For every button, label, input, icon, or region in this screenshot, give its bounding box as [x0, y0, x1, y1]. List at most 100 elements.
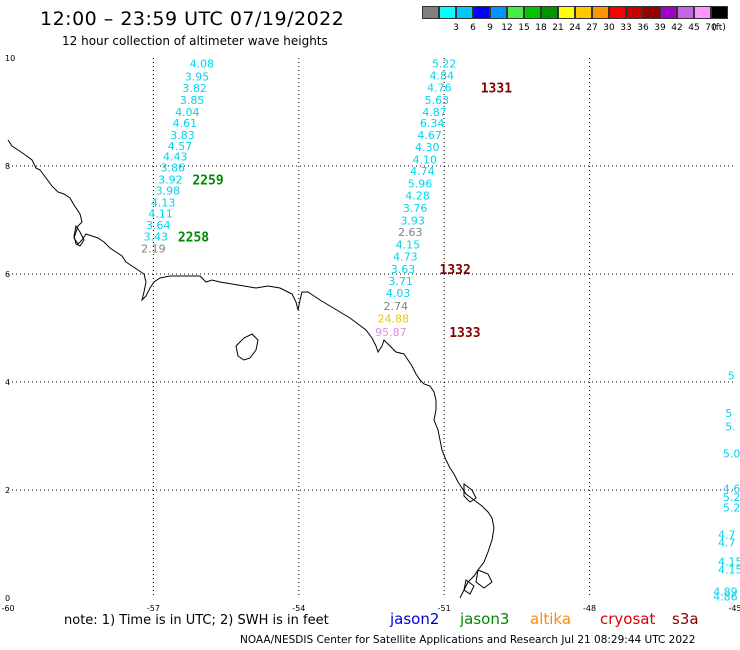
legend-swatch: [524, 6, 541, 19]
wave-height-label: 4.73: [393, 251, 418, 264]
edge-track-labels: 555.5.04.65.25.24.74.74.154.154.894.86: [713, 369, 740, 603]
edge-wave-height-label: 4.6: [723, 483, 740, 496]
lat-tick-label: 6: [5, 270, 10, 279]
lon-tick-label: -48: [583, 604, 596, 613]
pass-time-label: 1331: [481, 81, 512, 96]
map-title: 12:00 – 23:59 UTC 07/19/2022: [40, 8, 345, 30]
island-amazon-3: [463, 579, 475, 595]
wave-height-label: 3.64: [146, 219, 171, 232]
legend-swatch-label: 42: [671, 23, 683, 33]
legend-swatch-label: 6: [470, 23, 476, 33]
wave-height-label: 3.92: [158, 173, 183, 186]
satellite-legend-entry: jason2: [390, 610, 440, 628]
legend-swatch: [456, 6, 473, 19]
satellite-legend-entry: jason3: [460, 610, 510, 628]
wave-height-label: 4.57: [168, 140, 193, 153]
island-amazon-1: [463, 483, 477, 503]
legend-swatch: [473, 6, 490, 19]
legend-swatch: [660, 6, 677, 19]
legend-swatch: [694, 6, 711, 19]
satellite-legend-entry: cryosat: [600, 610, 656, 628]
lat-tick-label: 2: [5, 486, 10, 495]
legend-swatch-label: 33: [620, 23, 632, 33]
legend-swatch: [558, 6, 575, 19]
edge-wave-height-label: 4.7: [718, 529, 736, 542]
wave-height-label: 4.08: [190, 58, 215, 71]
legend-swatch: [677, 6, 694, 19]
lon-tick-label: -54: [292, 604, 305, 613]
wave-height-label: 4.84: [430, 70, 455, 83]
wave-height-label: 3.85: [180, 94, 205, 107]
credit-line: NOAA/NESDIS Center for Satellite Applica…: [240, 634, 696, 646]
footer-note: note: 1) Time is in UTC; 2) SWH is in fe…: [64, 613, 329, 628]
wave-height-label: 3.83: [170, 129, 195, 142]
lon-tick-label: -45: [728, 604, 740, 613]
altimeter-tracks: 4.083.953.823.854.044.613.834.574.433.86…: [141, 58, 456, 339]
wave-height-label: 4.43: [163, 151, 188, 164]
legend-swatch: [711, 6, 728, 19]
graticule: -60 -57 -54 -51 -48 -45 0 2 4 6 8 10: [1, 54, 740, 613]
wave-height-label: 4.67: [417, 129, 442, 142]
wave-height-label: 4.13: [151, 197, 176, 210]
edge-wave-height-label: 4.15: [718, 564, 740, 577]
satellite-legend-entry: altika: [530, 610, 572, 628]
legend-swatch: [507, 6, 524, 19]
satellite-legend-entry: s3a: [672, 610, 699, 628]
edge-wave-height-label: 5.2: [723, 502, 740, 515]
legend-swatch: [609, 6, 626, 19]
edge-wave-height-label: 4.7: [718, 537, 736, 550]
legend-swatch-label: 24: [569, 23, 581, 33]
edge-wave-height-label: 4.86: [713, 591, 738, 604]
wave-height-label: 4.04: [175, 106, 200, 119]
wave-height-label: 3.86: [161, 161, 186, 174]
legend-swatch-label: 27: [586, 23, 598, 33]
pass-time-label: 1333: [449, 326, 480, 341]
wave-height-label: 6.34: [420, 117, 445, 130]
edge-wave-height-label: 5: [725, 407, 732, 420]
wave-height-label: 4.03: [386, 287, 411, 300]
legend-swatch: [541, 6, 558, 19]
lat-tick-label: 0: [5, 594, 10, 603]
lat-tick-label: 8: [5, 162, 10, 171]
wave-height-label: 95.87: [375, 326, 407, 339]
lat-tick-label: 4: [5, 378, 10, 387]
lat-tick-label: 10: [5, 54, 15, 63]
wave-height-label: 2.74: [383, 300, 408, 313]
wave-height-label: 4.30: [415, 141, 440, 154]
edge-wave-height-label: 4.15: [718, 556, 740, 569]
edge-wave-height-label: 4.89: [713, 585, 738, 598]
wave-height-label: 3.76: [403, 202, 428, 215]
legend-swatch-label: 30: [603, 23, 615, 33]
wave-height-label: 5.22: [432, 58, 457, 71]
legend-swatch-label: 15: [518, 23, 530, 33]
island-amazon-2: [475, 569, 493, 589]
legend-swatch: [439, 6, 456, 19]
wave-height-label: 3.95: [185, 71, 210, 84]
edge-wave-height-label: 5.0: [723, 448, 740, 461]
wave-height-label: 4.15: [396, 239, 421, 252]
legend-swatch-label: 36: [637, 23, 649, 33]
wave-height-label: 4.10: [413, 153, 438, 166]
lon-tick-label: -51: [438, 604, 451, 613]
wave-height-label: 3.71: [388, 275, 413, 288]
pass-time-labels: 2259 2258 1331 1332 1333: [178, 81, 512, 341]
wave-height-label: 2.63: [398, 226, 423, 239]
edge-wave-height-label: 5.2: [723, 491, 740, 504]
edge-wave-height-label: 5: [728, 369, 735, 382]
wave-height-label: 4.28: [405, 189, 430, 202]
legend-swatch: [643, 6, 660, 19]
legend-swatch: [575, 6, 592, 19]
wave-height-label: 4.61: [173, 117, 198, 130]
legend-swatch-label: 9: [487, 23, 493, 33]
legend-swatch: [490, 6, 507, 19]
wave-height-label: 3.82: [182, 82, 207, 95]
legend-swatch-label: 3: [453, 23, 459, 33]
wave-height-label: 3.93: [400, 214, 425, 227]
wave-height-label: 3.98: [156, 185, 181, 198]
lon-tick-label: -57: [147, 604, 160, 613]
legend-swatch: [626, 6, 643, 19]
legend-swatch-label: 21: [552, 23, 564, 33]
legend-swatch-label: 18: [535, 23, 547, 33]
wave-height-label: 2.19: [141, 242, 166, 255]
